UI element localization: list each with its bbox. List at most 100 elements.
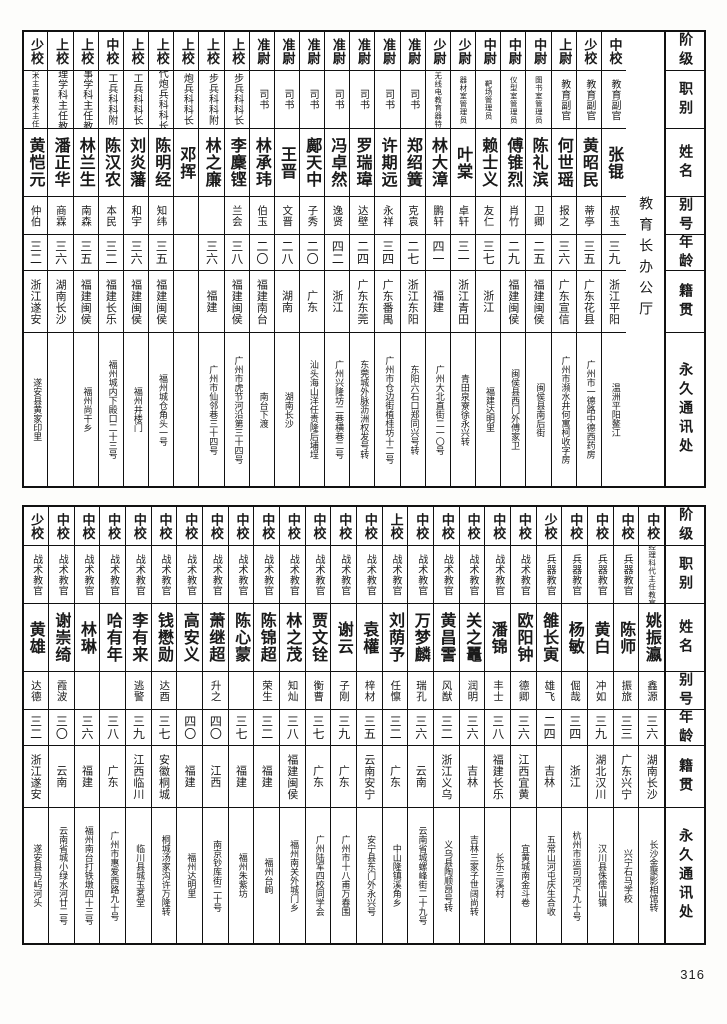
cell-alias: 肖竹 [501,196,526,234]
cell-duty: 教育副官 [551,70,576,128]
cell-alias-text: 卓轩 [457,204,470,227]
cell-address-text: 广州兴隆坊二巷横巷二号 [333,360,344,459]
cell-name-text: 黄白 [591,620,611,655]
cell-name: 万梦麟 [408,603,433,671]
cell-rank-text: 准尉 [304,37,320,65]
cell-native_place: 浙江 [476,270,501,332]
cell-name-text: 陈师 [617,620,637,655]
roster-entry-column: 中校 兵器教官 黄白 冲如 三九 湖北汉川 汉川县侏儒山镇 [586,507,613,943]
row-header-rank: 阶级 [666,507,704,545]
cell-age: 三六 [408,709,433,745]
cell-native_place: 福建闽侯 [501,270,526,332]
cell-alias-text: 蒂亭 [583,204,596,227]
cell-duty: 司书 [375,70,400,128]
cell-alias-text: 润明 [466,679,479,702]
cell-alias: 知纬 [149,196,174,234]
cell-alias [177,671,202,709]
cell-age-text: 三六 [644,715,659,740]
roster-entry-column: 中尉 仪型室管理员 傅锥烈 肖竹 二九 福建闽侯 闽侯县西门外傅家卫 [500,32,526,486]
cell-age: 三六 [123,234,149,270]
cell-age-text: 二九 [506,240,521,265]
cell-duty: 理化无线电教育器特务员 [425,70,450,128]
cell-age: 四〇 [202,709,228,745]
cell-alias-text: 克袁 [407,204,420,227]
cell-address-text: 广州市惠爱西路九十号 [108,830,119,921]
cell-age: 三二 [98,234,123,270]
cell-rank: 中校 [408,507,433,545]
cell-rank-text: 中校 [515,512,531,540]
cell-native_place: 广东 [100,745,125,807]
page-number: 316 [680,967,705,982]
cell-native_place: 湖南长沙 [48,270,73,332]
cell-age: 三二 [382,709,408,745]
cell-rank-text: 中尉 [531,37,547,65]
cell-age-text: 三六 [204,240,219,265]
cell-name-text: 林之廉 [202,137,222,188]
cell-address-text: 安宁县东门外永兴号 [365,835,376,916]
cell-duty-text: 战术教官 [81,553,93,596]
cell-alias-text: 升之 [209,679,222,702]
cell-duty: 步兵科科附 [199,70,224,128]
cell-name-text: 林承玮 [252,137,272,188]
cell-age-text: 三二 [259,715,274,740]
cell-rank-text: 中校 [259,512,275,540]
cell-address-text: 长沙金聚影相馆转 [647,839,658,912]
cell-alias [100,671,125,709]
section-banner-cell: 教育长办公厅 [626,32,664,486]
cell-duty: 战术教官 [356,545,382,603]
cell-name: 杨敏 [562,603,587,671]
cell-name-text: 钱懋勋 [155,612,175,663]
cell-rank-text: 上校 [128,37,144,65]
cell-rank: 中校 [280,507,305,545]
cell-alias-text: 荣生 [260,679,273,702]
cell-alias-text: 德卿 [517,679,530,702]
cell-duty-text: 战术教官 [390,553,402,596]
cell-native_place: 福建 [199,270,224,332]
cell-name: 李有来 [125,603,151,671]
cell-duty-text: 军事学科主任教官 [80,70,92,128]
cell-age: 三二 [254,709,279,745]
cell-rank: 中校 [203,507,228,545]
cell-rank: 中校 [460,507,485,545]
cell-duty-text: 战术教官 [184,553,196,596]
roster-entry-column: 准尉 司书 许期远 永祥 三四 广东番禺 广州市仓边街植桂坊十二号 [374,32,400,486]
cell-age: 三九 [125,709,151,745]
cell-age: 三九 [331,709,356,745]
row-header-label: 年龄 [677,234,694,270]
cell-address-text: 福州南关外城门乡 [288,839,299,912]
cell-duty-text: 步兵科科附 [206,73,218,126]
cell-native_place-text: 福建南台 [255,278,269,325]
cell-native_place-text: 广东 [106,765,120,788]
cell-age-text: 三〇 [54,715,69,740]
row-header-column: 阶级 职别 姓名 别号 年龄 籍贯 永久通讯处 [664,32,704,486]
cell-native_place: 广东兴宁 [613,745,639,807]
cell-address: 福州南关外城门乡 [279,807,305,943]
cell-native_place: 云南 [408,745,433,807]
cell-rank-text: 少校 [28,512,44,540]
cell-alias-text: 任懔 [389,679,402,702]
cell-alias: 和宇 [123,196,149,234]
cell-rank: 少尉 [451,32,475,70]
cell-name: 陈汉农 [98,128,123,196]
cell-rank-text: 中校 [336,512,352,540]
cell-age: 四一 [425,234,450,270]
cell-alias: 鑫源 [639,671,664,709]
cell-alias [228,671,254,709]
cell-alias: 友仁 [476,196,501,234]
cell-rank-text: 少尉 [455,37,471,65]
roster-entry-column: 中校 工兵科科附 陈汉农 本民 三二 福建长乐 福州城内下殿口二十三号 [97,32,123,486]
cell-native_place-text: 浙江遂安 [28,278,42,325]
cell-native_place-text: 吉林 [542,765,556,788]
cell-native_place: 福建 [254,745,279,807]
cell-address: 广州市仙邻巷三十四号 [199,332,224,486]
cell-rank: 中校 [331,507,356,545]
cell-duty: 代炮兵科科长 [149,70,174,128]
cell-name: 陈明经 [149,128,174,196]
cell-rank: 准尉 [300,32,324,70]
cell-rank: 上校 [149,32,173,70]
cell-alias-text: 达壁 [356,204,369,227]
roster-entry-column: 中校 战术教官 李有来 逃警 三九 江西临川 临川县城玉茗堂 [124,507,151,943]
cell-duty-text: 兵器教官 [621,553,633,596]
row-header-name: 姓名 [666,603,704,671]
cell-alias: 德卿 [510,671,536,709]
